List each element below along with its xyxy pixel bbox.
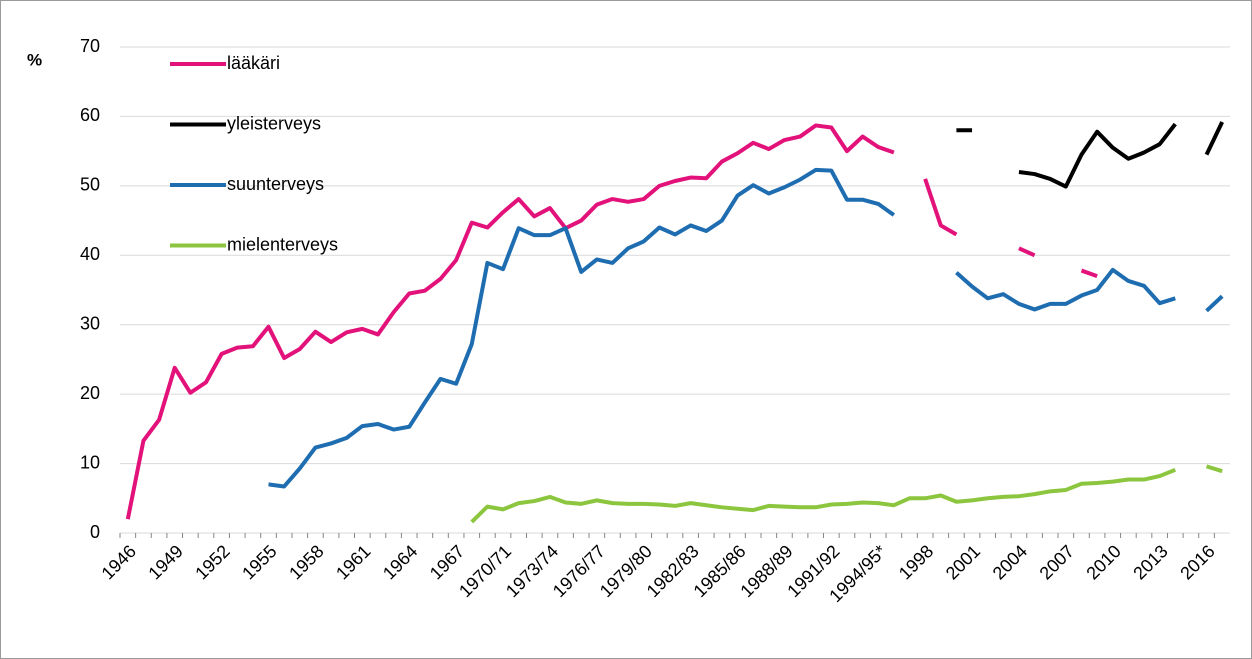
series-line <box>125 123 1098 520</box>
legend-label: yleisterveys <box>227 113 321 133</box>
series-line <box>268 167 1224 489</box>
y-tick-label: 70 <box>80 36 100 56</box>
legend-label: suunterveys <box>227 174 324 194</box>
y-tick-label: 30 <box>80 313 100 333</box>
y-tick-label: 10 <box>80 452 100 472</box>
series-line <box>956 121 1224 189</box>
legend-label: lääkäri <box>227 53 280 73</box>
y-tick-label: 50 <box>80 175 100 195</box>
series-line <box>470 464 1223 524</box>
y-tick-label: 20 <box>80 383 100 403</box>
y-tick-label: 0 <box>90 522 100 542</box>
y-axis-label: % <box>27 50 42 69</box>
y-tick-label: 40 <box>80 244 100 264</box>
legend-label: mielenterveys <box>227 234 338 254</box>
y-tick-label: 60 <box>80 105 100 125</box>
